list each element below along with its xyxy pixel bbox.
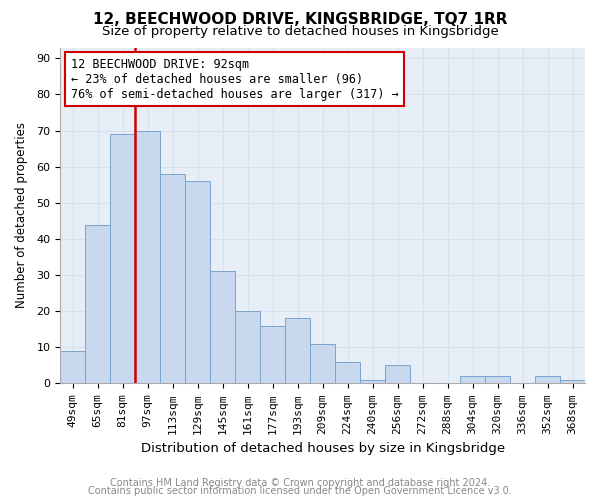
Bar — [160, 174, 185, 384]
X-axis label: Distribution of detached houses by size in Kingsbridge: Distribution of detached houses by size … — [140, 442, 505, 455]
Bar — [110, 134, 135, 384]
Bar — [560, 380, 585, 384]
Bar — [460, 376, 485, 384]
Bar — [135, 130, 160, 384]
Text: Size of property relative to detached houses in Kingsbridge: Size of property relative to detached ho… — [101, 25, 499, 38]
Bar — [60, 351, 85, 384]
Y-axis label: Number of detached properties: Number of detached properties — [15, 122, 28, 308]
Text: 12 BEECHWOOD DRIVE: 92sqm
← 23% of detached houses are smaller (96)
76% of semi-: 12 BEECHWOOD DRIVE: 92sqm ← 23% of detac… — [71, 58, 398, 100]
Text: 12, BEECHWOOD DRIVE, KINGSBRIDGE, TQ7 1RR: 12, BEECHWOOD DRIVE, KINGSBRIDGE, TQ7 1R… — [93, 12, 507, 28]
Bar — [385, 366, 410, 384]
Bar — [185, 181, 210, 384]
Text: Contains public sector information licensed under the Open Government Licence v3: Contains public sector information licen… — [88, 486, 512, 496]
Bar — [235, 311, 260, 384]
Text: Contains HM Land Registry data © Crown copyright and database right 2024.: Contains HM Land Registry data © Crown c… — [110, 478, 490, 488]
Bar — [485, 376, 510, 384]
Bar — [310, 344, 335, 384]
Bar — [335, 362, 360, 384]
Bar — [85, 224, 110, 384]
Bar — [260, 326, 285, 384]
Bar — [360, 380, 385, 384]
Bar — [285, 318, 310, 384]
Bar — [535, 376, 560, 384]
Bar — [210, 272, 235, 384]
